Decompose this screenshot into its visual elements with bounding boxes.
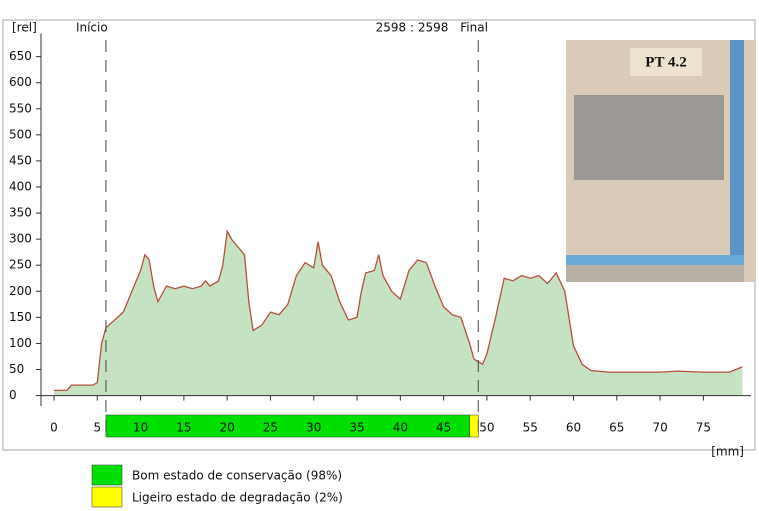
photo-label-bg bbox=[630, 48, 702, 76]
photo-detail bbox=[566, 255, 744, 265]
y-tick-label: 200 bbox=[9, 284, 32, 298]
x-tick-label: 35 bbox=[349, 421, 364, 435]
x-tick-label: 65 bbox=[609, 421, 624, 435]
x-tick-label: 20 bbox=[220, 421, 235, 435]
legend-label: Bom estado de conservação (98%) bbox=[132, 469, 342, 483]
legend-swatch bbox=[91, 464, 123, 486]
x-tick-label: 45 bbox=[436, 421, 451, 435]
area-fill bbox=[53, 231, 743, 396]
y-tick-label: 150 bbox=[9, 310, 32, 324]
legend-label: Ligeiro estado de degradação (2%) bbox=[132, 491, 343, 505]
y-tick-label: 50 bbox=[9, 362, 24, 376]
marker-label: Início bbox=[76, 21, 108, 35]
photo-detail bbox=[566, 265, 744, 282]
status-segment bbox=[469, 414, 479, 438]
x-tick-label: 25 bbox=[263, 421, 278, 435]
photo-label: PT 4.2 bbox=[645, 54, 686, 70]
y-tick-label: 300 bbox=[9, 232, 32, 246]
photo-detail bbox=[730, 40, 744, 282]
area-line bbox=[54, 229, 743, 392]
y-unit: [rel] bbox=[12, 21, 37, 35]
photo-detail bbox=[574, 95, 724, 180]
y-tick-label: 600 bbox=[9, 75, 32, 89]
x-tick-label: 55 bbox=[523, 421, 538, 435]
x-tick-label: 10 bbox=[133, 421, 148, 435]
x-tick-label: 60 bbox=[566, 421, 581, 435]
y-tick-label: 500 bbox=[9, 127, 32, 141]
y-tick-label: 100 bbox=[9, 336, 32, 350]
x-tick-label: 40 bbox=[393, 421, 408, 435]
x-tick-label: 50 bbox=[479, 421, 494, 435]
x-tick-label: 0 bbox=[50, 421, 58, 435]
x-unit: [mm] bbox=[711, 445, 744, 459]
status-segment bbox=[105, 414, 470, 438]
position-readout: 2598 : 2598 bbox=[376, 21, 449, 35]
photo-inset: PT 4.2 bbox=[566, 40, 756, 282]
marker-label: Final bbox=[460, 21, 488, 35]
x-tick-label: 75 bbox=[696, 421, 711, 435]
x-tick-label: 15 bbox=[176, 421, 191, 435]
x-tick-label: 5 bbox=[93, 421, 101, 435]
y-tick-label: 550 bbox=[9, 101, 32, 115]
y-tick-label: 650 bbox=[9, 49, 32, 63]
x-tick-label: 30 bbox=[306, 421, 321, 435]
y-tick-label: 400 bbox=[9, 179, 32, 193]
legend-swatch bbox=[91, 486, 123, 508]
y-tick-label: 450 bbox=[9, 153, 32, 167]
x-tick-label: 70 bbox=[652, 421, 667, 435]
y-tick-label: 0 bbox=[9, 388, 17, 402]
y-tick-label: 250 bbox=[9, 258, 32, 272]
plot: 050100150200250300350400450500550600650B… bbox=[9, 21, 751, 508]
y-tick-label: 350 bbox=[9, 206, 32, 220]
